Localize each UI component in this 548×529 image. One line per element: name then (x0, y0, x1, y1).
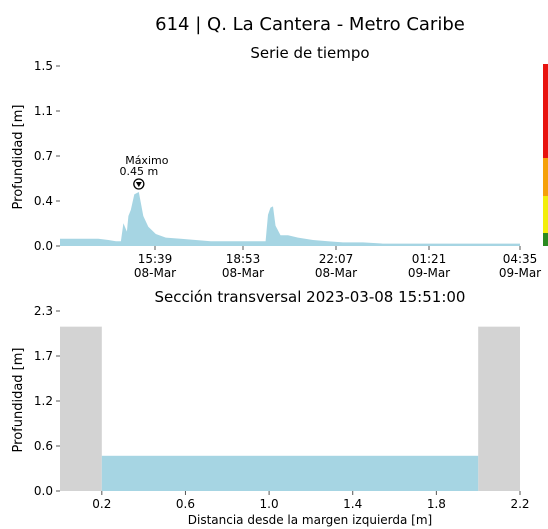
x-tick-label: 0.6 (176, 497, 195, 511)
alert-level-segment (543, 64, 548, 158)
cross-section-ylabel: Profundidad [m] (11, 348, 26, 453)
y-tick-label: 1.1 (34, 104, 53, 118)
alert-level-segment (543, 233, 548, 246)
left-bank (60, 326, 102, 491)
cross-section-chart: Sección transversal 2023-03-08 15:51:00 … (11, 288, 530, 527)
y-tick-label: 1.2 (34, 394, 53, 408)
x-tick-date: 09-Mar (499, 266, 541, 280)
alert-level-segment (543, 196, 548, 233)
x-tick-time: 01:21 (412, 252, 447, 266)
y-tick-label: 0.0 (34, 239, 53, 253)
cross-section-title: Sección transversal 2023-03-08 15:51:00 (155, 288, 466, 306)
figure-title: 614 | Q. La Cantera - Metro Caribe (155, 14, 465, 35)
x-tick-date: 08-Mar (222, 266, 264, 280)
depth-series-area (60, 192, 520, 246)
alert-level-segment (543, 158, 548, 196)
right-bank (478, 326, 520, 491)
y-tick-label: 2.3 (34, 304, 53, 318)
x-tick-date: 08-Mar (134, 266, 176, 280)
maximum-value: 0.45 m (119, 165, 158, 178)
x-tick-label: 2.2 (510, 497, 529, 511)
maximum-annotation: Máximo 0.45 m (119, 154, 169, 190)
time-series-chart: Serie de tiempo Profundidad [m] 0.0 0.4 0.… (11, 44, 541, 280)
time-series-ylabel: Profundidad [m] (11, 105, 26, 210)
y-tick-label: 0.6 (34, 439, 53, 453)
cross-section-xlabel: Distancia desde la margen izquierda [m] (188, 513, 432, 527)
x-tick-label: 1.0 (260, 497, 279, 511)
water-level-area (101, 455, 479, 491)
y-tick-label: 0.0 (34, 484, 53, 498)
x-tick-label: 1.8 (427, 497, 446, 511)
x-tick-time: 15:39 (138, 252, 173, 266)
maximum-label: Máximo (125, 154, 169, 167)
x-tick-date: 09-Mar (408, 266, 450, 280)
x-tick-time: 18:53 (226, 252, 261, 266)
x-tick-time: 22:07 (319, 252, 354, 266)
alert-level-bar (543, 64, 548, 246)
y-tick-label: 0.4 (34, 194, 53, 208)
y-tick-label: 0.7 (34, 149, 53, 163)
x-tick-time: 04:35 (503, 252, 538, 266)
marker-triangle (135, 182, 142, 187)
maximum-marker-icon (133, 178, 145, 190)
time-series-title: Serie de tiempo (250, 44, 369, 62)
y-tick-label: 1.5 (34, 59, 53, 73)
x-tick-label: 0.2 (92, 497, 111, 511)
x-tick-label: 1.4 (343, 497, 362, 511)
x-tick-date: 08-Mar (315, 266, 357, 280)
y-tick-label: 1.7 (34, 349, 53, 363)
